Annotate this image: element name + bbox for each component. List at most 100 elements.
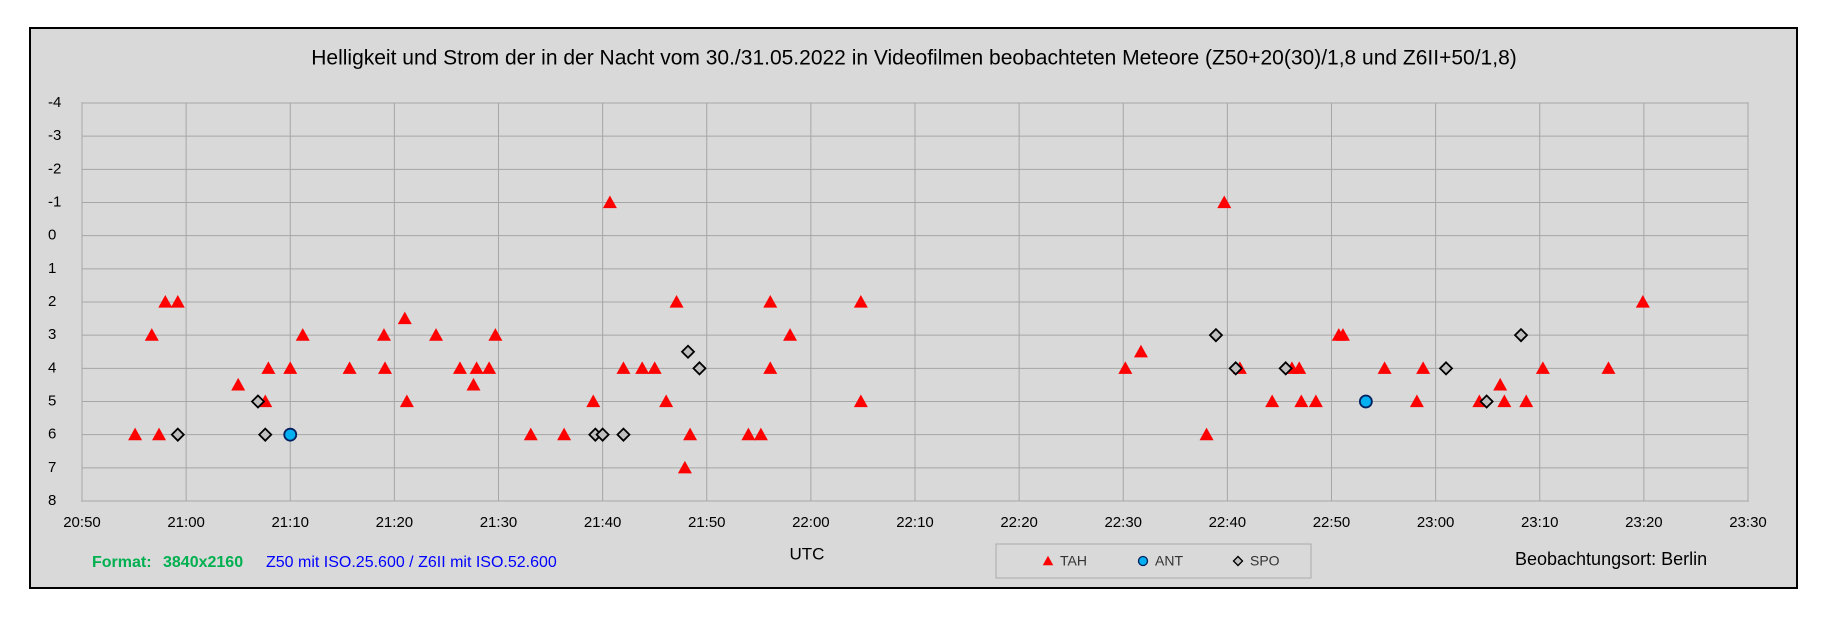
data-point [1497,394,1512,408]
data-point [659,394,674,408]
y-tick-label: 6 [48,426,56,443]
x-tick-label: 23:00 [1417,514,1455,531]
legend-marker [1042,555,1054,566]
data-point [488,328,503,341]
data-point [128,427,143,441]
data-point [158,295,173,308]
legend-marker [1232,555,1244,567]
location: Beobachtungsort: Berlin [1515,549,1707,569]
data-point [763,361,778,374]
x-tick-label: 21:20 [376,514,414,531]
data-point [170,427,186,442]
data-point [1217,195,1232,209]
data-point [170,295,185,308]
y-tick-label: 4 [48,359,56,376]
data-point [1133,344,1148,358]
data-point [783,328,798,341]
x-tick-label: 22:50 [1313,514,1351,531]
format-value: 3840x2160 [163,554,243,571]
data-point [469,361,484,374]
legend-label: SPO [1250,553,1280,569]
data-point [1308,394,1323,408]
data-point [429,328,444,341]
data-point [466,377,481,391]
data-point [1292,361,1307,374]
x-tick-label: 21:40 [584,514,622,531]
data-point [669,295,684,308]
y-tick-label: 7 [48,459,56,476]
y-tick-label: 0 [48,227,56,244]
data-point [452,361,467,374]
y-tick-label: 8 [48,492,56,509]
data-point [399,394,414,408]
data-point [250,394,266,409]
data-point [602,195,617,209]
data-point [378,361,393,374]
data-point [283,427,298,442]
data-point [1601,361,1616,374]
x-tick-label: 22:00 [792,514,830,531]
legend-label: ANT [1155,553,1183,569]
x-tick-label: 22:30 [1104,514,1142,531]
data-point [1265,394,1280,408]
legend-marker [1137,555,1149,567]
data-point [616,427,631,442]
data-point [397,311,412,325]
x-tick-label: 23:30 [1729,514,1767,531]
data-point [616,361,631,374]
data-point [1438,361,1454,376]
camera-note: Z50 mit ISO.25.600 / Z6II mit ISO.52.600 [266,554,557,571]
data-point [635,361,650,374]
x-tick-label: 20:50 [63,514,101,531]
data-point [342,361,357,374]
data-point [1493,377,1508,391]
data-point [1479,394,1494,409]
data-point [283,361,298,374]
x-tick-label: 21:30 [480,514,518,531]
data-point [1228,361,1243,376]
data-point [1416,361,1431,374]
data-point [261,361,276,374]
y-tick-label: 3 [48,326,56,343]
y-tick-label: 5 [48,392,56,409]
data-point [680,344,696,360]
data-point [295,328,310,341]
data-point [1513,327,1529,343]
data-point [763,295,778,308]
data-point [683,427,698,441]
x-axis-label: UTC [790,544,825,563]
legend-label: TAH [1060,553,1087,569]
data-point [1635,295,1650,308]
x-tick-label: 22:10 [896,514,934,531]
data-point [753,427,768,441]
data-point [1118,361,1133,374]
data-point [231,377,246,391]
y-tick-label: -3 [48,127,61,144]
x-tick-label: 23:20 [1625,514,1663,531]
data-point [482,361,497,374]
data-point [1358,394,1373,409]
format-label: Format: [92,554,152,571]
data-point [595,427,610,442]
data-point [1409,394,1424,408]
data-point [557,427,572,441]
data-point [523,427,538,441]
data-point [1208,327,1224,343]
x-tick-label: 22:40 [1209,514,1247,531]
x-tick-label: 21:50 [688,514,726,531]
data-point [692,361,707,376]
data-point [853,394,868,408]
data-point [647,361,662,374]
data-point [741,427,756,441]
data-point [1535,361,1550,374]
data-point [257,427,273,442]
data-point [1377,361,1392,374]
data-point [1294,394,1309,408]
y-tick-label: 1 [48,260,56,277]
y-tick-label: -4 [48,94,61,111]
data-point [1519,394,1534,408]
y-tick-label: -1 [48,193,61,210]
y-tick-label: -2 [48,160,61,177]
x-tick-label: 23:10 [1521,514,1559,531]
